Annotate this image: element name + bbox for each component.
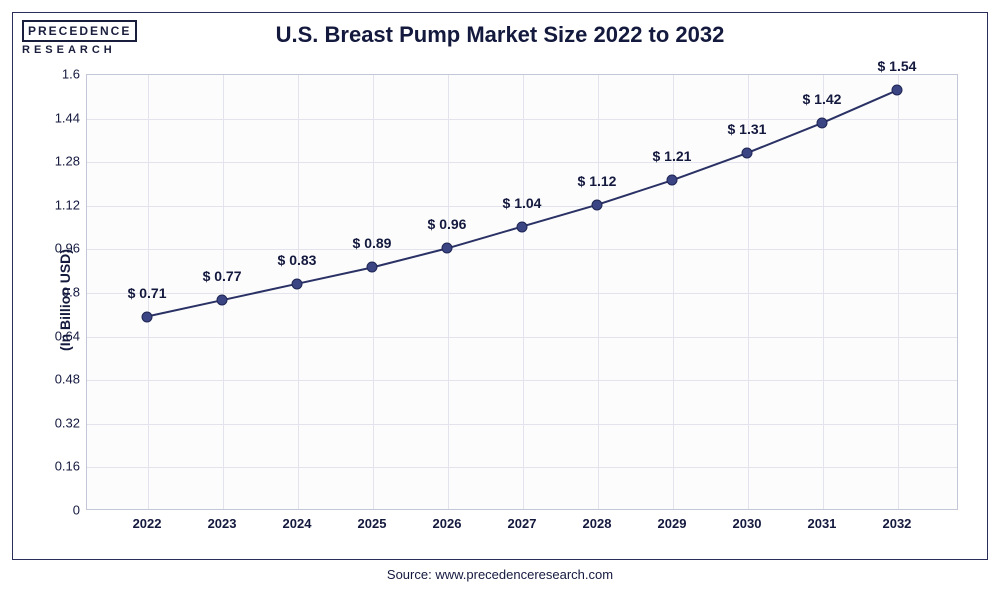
gridline-v [448, 75, 449, 509]
xtick-label: 2022 [133, 516, 162, 531]
ytick-label: 0.16 [30, 459, 80, 474]
xtick-label: 2026 [433, 516, 462, 531]
gridline-v [223, 75, 224, 509]
ytick-label: 0 [30, 503, 80, 518]
xtick-label: 2023 [208, 516, 237, 531]
xtick-label: 2024 [283, 516, 312, 531]
data-label: $ 1.12 [578, 173, 617, 189]
xtick-label: 2031 [807, 516, 836, 531]
gridline-h [87, 337, 957, 338]
ytick-label: 1.6 [30, 67, 80, 82]
gridline-v [748, 75, 749, 509]
data-label: $ 1.31 [728, 121, 767, 137]
gridline-h [87, 249, 957, 250]
ytick-label: 0.32 [30, 415, 80, 430]
source-text: Source: www.precedenceresearch.com [0, 567, 1000, 582]
xtick-label: 2028 [583, 516, 612, 531]
data-label: $ 1.04 [503, 195, 542, 211]
data-label: $ 0.89 [353, 235, 392, 251]
gridline-h [87, 162, 957, 163]
data-marker [442, 243, 453, 254]
data-label: $ 1.21 [653, 148, 692, 164]
xtick-label: 2030 [733, 516, 762, 531]
data-marker [367, 262, 378, 273]
data-marker [891, 85, 902, 96]
xtick-label: 2027 [508, 516, 537, 531]
xtick-label: 2029 [658, 516, 687, 531]
data-label: $ 1.42 [802, 91, 841, 107]
gridline-v [523, 75, 524, 509]
ytick-label: 0.8 [30, 285, 80, 300]
plot-area [86, 74, 958, 510]
data-marker [217, 295, 228, 306]
gridline-v [823, 75, 824, 509]
ytick-label: 1.12 [30, 197, 80, 212]
data-marker [816, 118, 827, 129]
ytick-label: 1.28 [30, 154, 80, 169]
data-marker [741, 148, 752, 159]
ytick-label: 0.64 [30, 328, 80, 343]
data-label: $ 0.96 [428, 216, 467, 232]
gridline-h [87, 424, 957, 425]
ytick-label: 1.44 [30, 110, 80, 125]
data-label: $ 0.83 [278, 252, 317, 268]
gridline-h [87, 380, 957, 381]
chart-title: U.S. Breast Pump Market Size 2022 to 203… [0, 22, 1000, 48]
gridline-v [373, 75, 374, 509]
data-marker [517, 221, 528, 232]
data-marker [292, 278, 303, 289]
gridline-v [898, 75, 899, 509]
gridline-h [87, 467, 957, 468]
xtick-label: 2032 [882, 516, 911, 531]
data-marker [666, 175, 677, 186]
gridline-v [598, 75, 599, 509]
data-label: $ 1.54 [877, 58, 916, 74]
gridline-v [673, 75, 674, 509]
ytick-label: 0.96 [30, 241, 80, 256]
data-marker [591, 199, 602, 210]
data-marker [142, 311, 153, 322]
gridline-h [87, 293, 957, 294]
data-label: $ 0.71 [128, 285, 167, 301]
data-label: $ 0.77 [203, 268, 242, 284]
xtick-label: 2025 [358, 516, 387, 531]
gridline-v [298, 75, 299, 509]
ytick-label: 0.48 [30, 372, 80, 387]
